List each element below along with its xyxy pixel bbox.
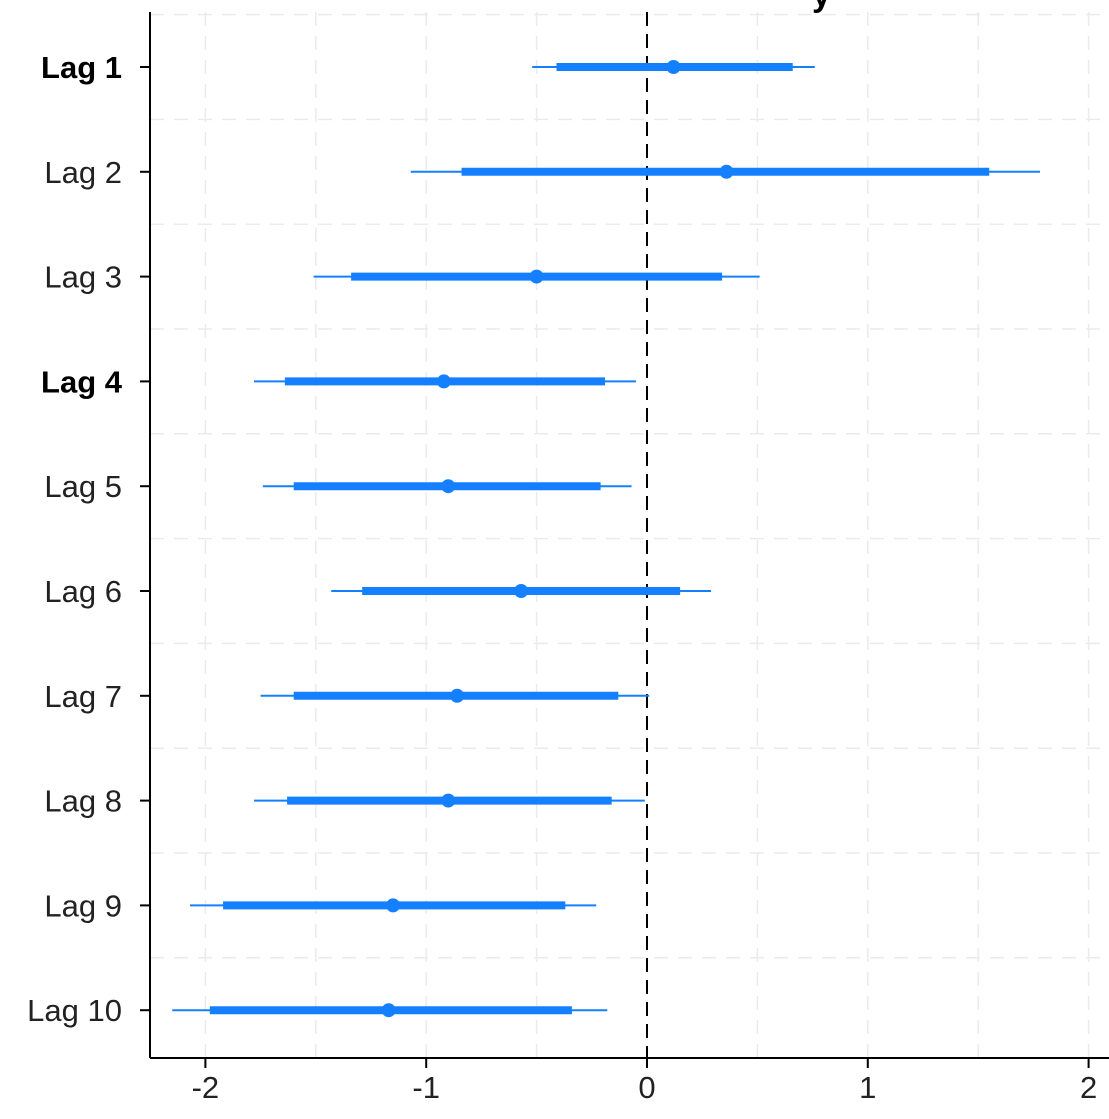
point-estimate bbox=[529, 269, 544, 284]
y-tick-label: Lag 7 bbox=[44, 679, 122, 714]
y-tick-label: Lag 1 bbox=[41, 50, 122, 85]
y-tick-label: Lag 9 bbox=[44, 888, 122, 923]
x-tick-label: 2 bbox=[1080, 1070, 1097, 1105]
point-estimate bbox=[441, 793, 456, 808]
interval-1 bbox=[532, 60, 815, 74]
point-estimate bbox=[436, 374, 451, 389]
x-tick-label: 1 bbox=[859, 1070, 876, 1105]
interval-9 bbox=[189, 898, 597, 913]
x-tick-label: -1 bbox=[412, 1070, 440, 1105]
x-tick-label: 0 bbox=[638, 1070, 655, 1105]
interval-3 bbox=[313, 269, 760, 284]
interval-8 bbox=[253, 793, 645, 808]
interval-5 bbox=[262, 479, 632, 494]
y-tick-label: Lag 2 bbox=[44, 155, 122, 190]
point-estimate bbox=[666, 60, 681, 74]
interval-10 bbox=[172, 1003, 608, 1018]
y-tick-label: Lag 8 bbox=[44, 784, 122, 819]
axes-group: Lag 1 Lag 2 Lag 3 Lag 4 Lag 5 Lag 6 Lag 7 Lag 8… bbox=[27, 12, 1109, 1105]
interval-7 bbox=[260, 688, 650, 703]
y-tick-label: Lag 6 bbox=[44, 574, 122, 609]
point-estimate bbox=[441, 479, 456, 494]
intervals-group bbox=[172, 60, 1041, 1018]
point-estimate bbox=[450, 688, 465, 703]
grid-lines bbox=[150, 12, 1109, 1058]
y-tick-label: Lag 10 bbox=[27, 993, 122, 1028]
point-estimate bbox=[381, 1003, 396, 1018]
interval-2 bbox=[410, 164, 1041, 179]
point-estimate bbox=[514, 584, 529, 598]
title-fragment: y bbox=[812, 0, 831, 14]
y-tick-label: Lag 3 bbox=[44, 260, 122, 295]
point-estimate bbox=[386, 898, 401, 913]
interval-6 bbox=[331, 584, 712, 598]
point-estimate bbox=[719, 164, 734, 179]
x-tick-label: -2 bbox=[192, 1070, 220, 1105]
y-tick-label: Lag 4 bbox=[41, 364, 123, 399]
y-tick-label: Lag 5 bbox=[44, 469, 122, 504]
interval-4 bbox=[253, 374, 636, 389]
